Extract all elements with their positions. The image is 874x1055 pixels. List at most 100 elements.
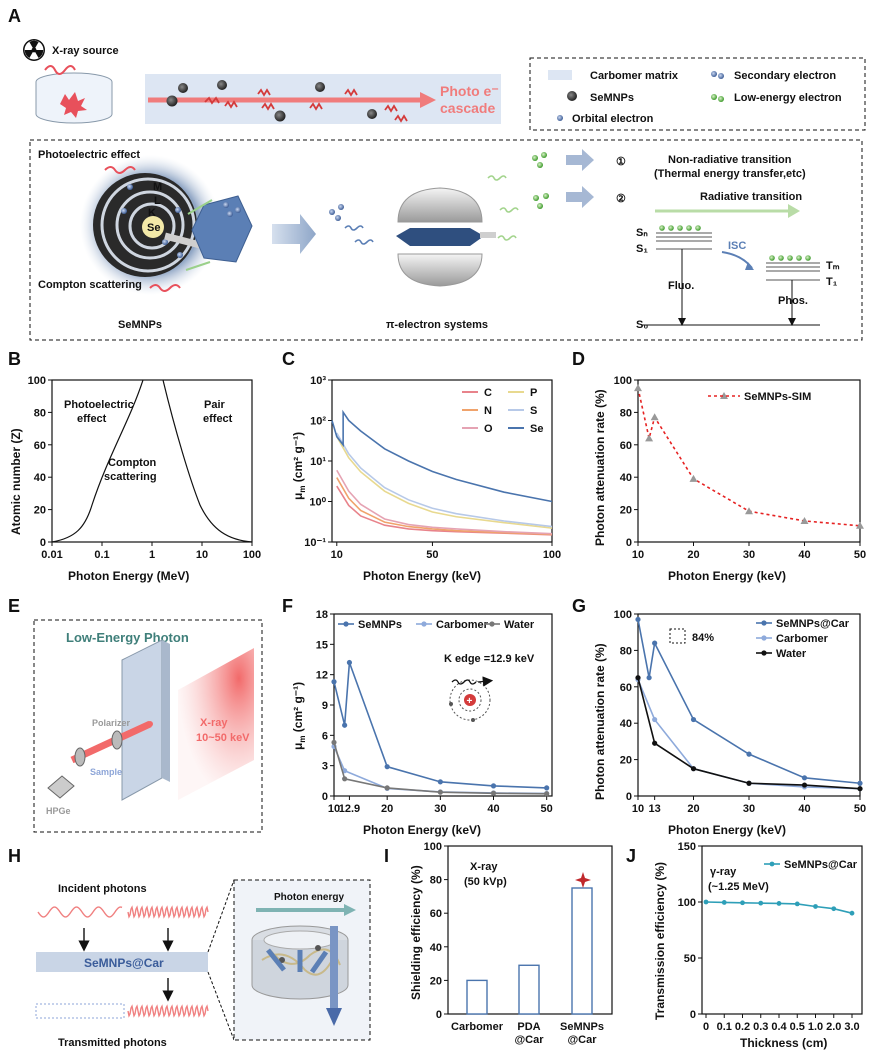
xlabel-f: Photon Energy (keV) bbox=[363, 823, 481, 837]
y-tick-label-i: 40 bbox=[430, 942, 442, 954]
step1-sub: (Thermal energy transfer,etc) bbox=[654, 168, 806, 180]
x-tick-label: 50 bbox=[854, 803, 866, 815]
plot-g: 10 13 20 30 40 50 0 20 40 60 80 100 bbox=[614, 609, 866, 815]
panel-label-i: I bbox=[384, 846, 389, 866]
data-point bbox=[652, 740, 658, 746]
incident-label: Incident photons bbox=[58, 883, 147, 895]
ylabel-i: Shielding efficiency (%) bbox=[409, 865, 423, 1000]
x-tick-label-f: 30 bbox=[434, 803, 446, 815]
sample-optic bbox=[74, 747, 86, 767]
ylabel-c: μm (cm² g⁻¹) bbox=[291, 432, 307, 500]
bar-0 bbox=[466, 979, 488, 1015]
low-energy-title: Low-Energy Photon bbox=[66, 630, 189, 645]
legend-label-f: Carbomer bbox=[436, 619, 489, 631]
panel-label-e: E bbox=[8, 596, 20, 616]
y-tick-label-i: 100 bbox=[424, 841, 442, 853]
y-tick-label-b: 80 bbox=[34, 407, 46, 419]
x-tick-label-j: 1.0 bbox=[808, 1021, 823, 1033]
y-tick-label: 0 bbox=[626, 791, 632, 803]
x-tick-label-j: 0.5 bbox=[790, 1021, 805, 1033]
transmitted-label: Transmitted photons bbox=[58, 1037, 167, 1049]
x-tick-label-f: 20 bbox=[381, 803, 393, 815]
data-point bbox=[342, 776, 348, 782]
panel-c: C 10 50 100 10⁻¹ 10⁰ 10¹ 10² 10³ Photon Energy … bbox=[282, 349, 561, 583]
y-tick-label-b: 20 bbox=[34, 505, 46, 517]
xlabel-j: Thickness (cm) bbox=[740, 1036, 827, 1050]
x-tick-label-b: 10 bbox=[196, 549, 208, 561]
xray-source-label: X-ray source bbox=[52, 45, 119, 57]
setup-box bbox=[33, 619, 263, 833]
x-tick-label-j: 2.0 bbox=[826, 1021, 841, 1033]
data-point bbox=[490, 783, 497, 789]
data-point bbox=[740, 900, 745, 906]
x-tick-label: 50 bbox=[854, 549, 866, 561]
photoelectric-label: Photoelectric effect bbox=[38, 149, 140, 161]
data-point bbox=[342, 722, 348, 728]
phos-label: Phos. bbox=[778, 295, 808, 307]
y-tick-label: 20 bbox=[620, 755, 632, 767]
x-tick-label-f: 40 bbox=[487, 803, 499, 815]
x-tick-label: 20 bbox=[687, 549, 699, 561]
bar-1 bbox=[518, 964, 540, 1015]
y-tick-label: 60 bbox=[620, 682, 632, 694]
series-line-water bbox=[333, 742, 547, 795]
legend-semnps: SeMNPs bbox=[590, 92, 634, 104]
series-line-o bbox=[336, 469, 553, 535]
y-tick-label-c: 10² bbox=[310, 416, 326, 428]
shell-l: L bbox=[154, 195, 161, 207]
legend-box-a bbox=[529, 57, 866, 131]
blocked-wave-box bbox=[35, 1003, 125, 1019]
svg-text:+: + bbox=[467, 696, 473, 707]
y-tick-label-j: 150 bbox=[678, 841, 696, 853]
xray-label: X-ray bbox=[200, 717, 228, 729]
data-point bbox=[776, 901, 782, 906]
data-point bbox=[652, 640, 658, 646]
level-s1: S₁ bbox=[636, 243, 648, 255]
k-edge-label: K edge =12.9 keV bbox=[444, 653, 535, 665]
semnps-label: SeMNPs bbox=[118, 319, 162, 331]
legend-marker-f bbox=[489, 621, 495, 627]
legend-swatch-carbomer bbox=[548, 70, 572, 80]
x-tick-label-b: 0.1 bbox=[94, 549, 109, 561]
step2-number: ② bbox=[616, 193, 626, 205]
x-tick-label-b: 1 bbox=[149, 549, 155, 561]
legend-label-f: SeMNPs bbox=[358, 619, 402, 631]
data-point bbox=[801, 775, 808, 781]
x-tick-label: 40 bbox=[798, 803, 810, 815]
y-tick-label-f: 9 bbox=[322, 700, 328, 712]
data-point bbox=[831, 906, 837, 912]
y-tick-label-i: 20 bbox=[430, 975, 442, 987]
x-tick-label-j: 0.1 bbox=[717, 1021, 732, 1033]
data-point bbox=[813, 904, 818, 909]
y-tick-label-f: 12 bbox=[316, 670, 328, 682]
x-tick-label: 40 bbox=[798, 549, 810, 561]
ylabel-f-main: μ bbox=[291, 743, 305, 750]
panel-d: D 10 20 30 40 50 0 20 40 60 80 100 Photon Energy (… bbox=[572, 349, 866, 583]
highlight-box-g bbox=[669, 628, 686, 644]
series-line-carbomer bbox=[637, 679, 861, 790]
data-point bbox=[650, 413, 659, 421]
legend-low-energy: Low-energy electron bbox=[734, 92, 842, 104]
ylabel-j: Transmission efficiency (%) bbox=[653, 862, 667, 1020]
pi-electron-molecule bbox=[396, 187, 496, 287]
y-tick-label: 20 bbox=[620, 505, 632, 517]
level-t1: T₁ bbox=[826, 276, 838, 288]
x-tick-label: 20 bbox=[687, 803, 699, 815]
ylabel-f-rest: (cm² g⁻¹) bbox=[291, 682, 305, 736]
y-tick-label-j: 50 bbox=[684, 953, 696, 965]
data-point bbox=[849, 910, 855, 916]
series-line-water bbox=[637, 677, 861, 790]
data-point bbox=[544, 785, 550, 791]
shell-k: K bbox=[148, 207, 156, 219]
legend-label-j: SeMNPs@Car bbox=[784, 859, 858, 871]
cascade-label-2: cascade bbox=[440, 100, 495, 116]
series-line-se bbox=[331, 409, 553, 503]
ylabel-f-sub: m bbox=[298, 736, 307, 743]
y-tick-label: 100 bbox=[614, 375, 632, 387]
panel-label-j: J bbox=[626, 846, 636, 866]
j-title: γ-ray bbox=[710, 866, 737, 878]
x-tick-label: 30 bbox=[743, 549, 755, 561]
region-compton-1: Compton bbox=[108, 457, 157, 469]
